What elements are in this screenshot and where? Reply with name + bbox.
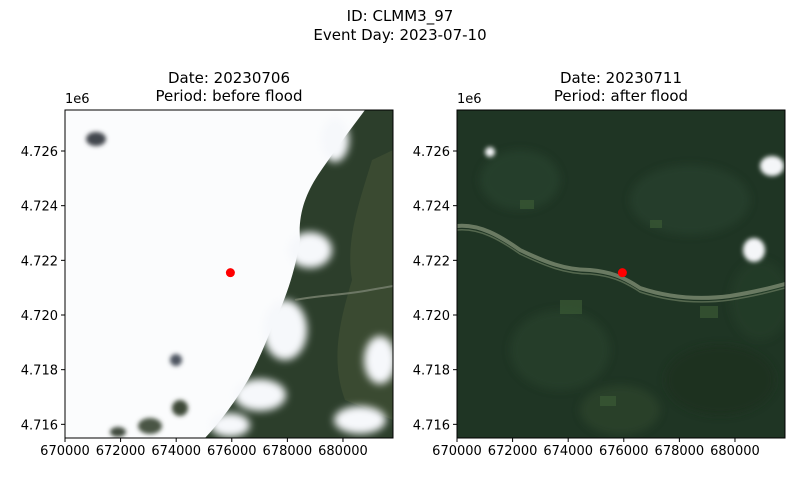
figure-title-event-day: Event Day: 2023-07-10 [313,26,487,44]
panel-2-y-tick-label: 4.724 [413,200,450,215]
panel-1-y-tick-label: 4.726 [21,145,58,160]
panel-1-y-tick-label: 4.724 [21,200,58,215]
panel-2-x-tick-label: 680000 [710,444,760,459]
panel-1-title-date: Date: 20230706 [167,69,291,87]
panel-1-x-tick-label: 676000 [207,444,257,459]
panel-1-x-tick-label: 678000 [263,444,313,459]
panel-2-y-offset-label: 1e6 [457,92,482,107]
panel-1-x-tick-label: 672000 [96,444,146,459]
figure-title-id: ID: CLMM3_97 [346,7,454,25]
panel-2-x-tick-label: 674000 [543,444,593,459]
panel-2-x-tick-label: 676000 [599,444,649,459]
panel-2-title-date: Date: 20230711 [559,69,683,87]
panel-1-location-marker [225,268,235,278]
panel-1-y-tick-label: 4.718 [21,364,58,379]
panel-1-y-offset-label: 1e6 [65,92,90,107]
panel-2-y-tick-label: 4.722 [413,254,450,269]
panel-1-axes-frame [64,109,394,439]
panel-2-y-tick-label: 4.716 [413,418,450,433]
panel-2-axes-frame [456,109,786,439]
panel-2-x-tick-label: 678000 [655,444,705,459]
panel-1-title-period: Period: before flood [155,87,303,105]
panel-2-x-tick-label: 670000 [432,444,482,459]
panel-2-y-tick-label: 4.718 [413,364,450,379]
panel-1-y-tick-label: 4.722 [21,254,58,269]
panel-1-x-tick-label: 674000 [151,444,201,459]
panel-2-location-marker [617,268,627,278]
panel-2-title-period: Period: after flood [553,87,689,105]
panel-1-x-tick-label: 670000 [40,444,90,459]
panel-2-x-tick-label: 672000 [488,444,538,459]
panel-1-y-tick-label: 4.716 [21,418,58,433]
panel-1-x-tick-label: 680000 [318,444,368,459]
panel-2-y-tick-label: 4.720 [413,309,450,324]
panel-1-y-tick-label: 4.720 [21,309,58,324]
panel-2-y-tick-label: 4.726 [413,145,450,160]
